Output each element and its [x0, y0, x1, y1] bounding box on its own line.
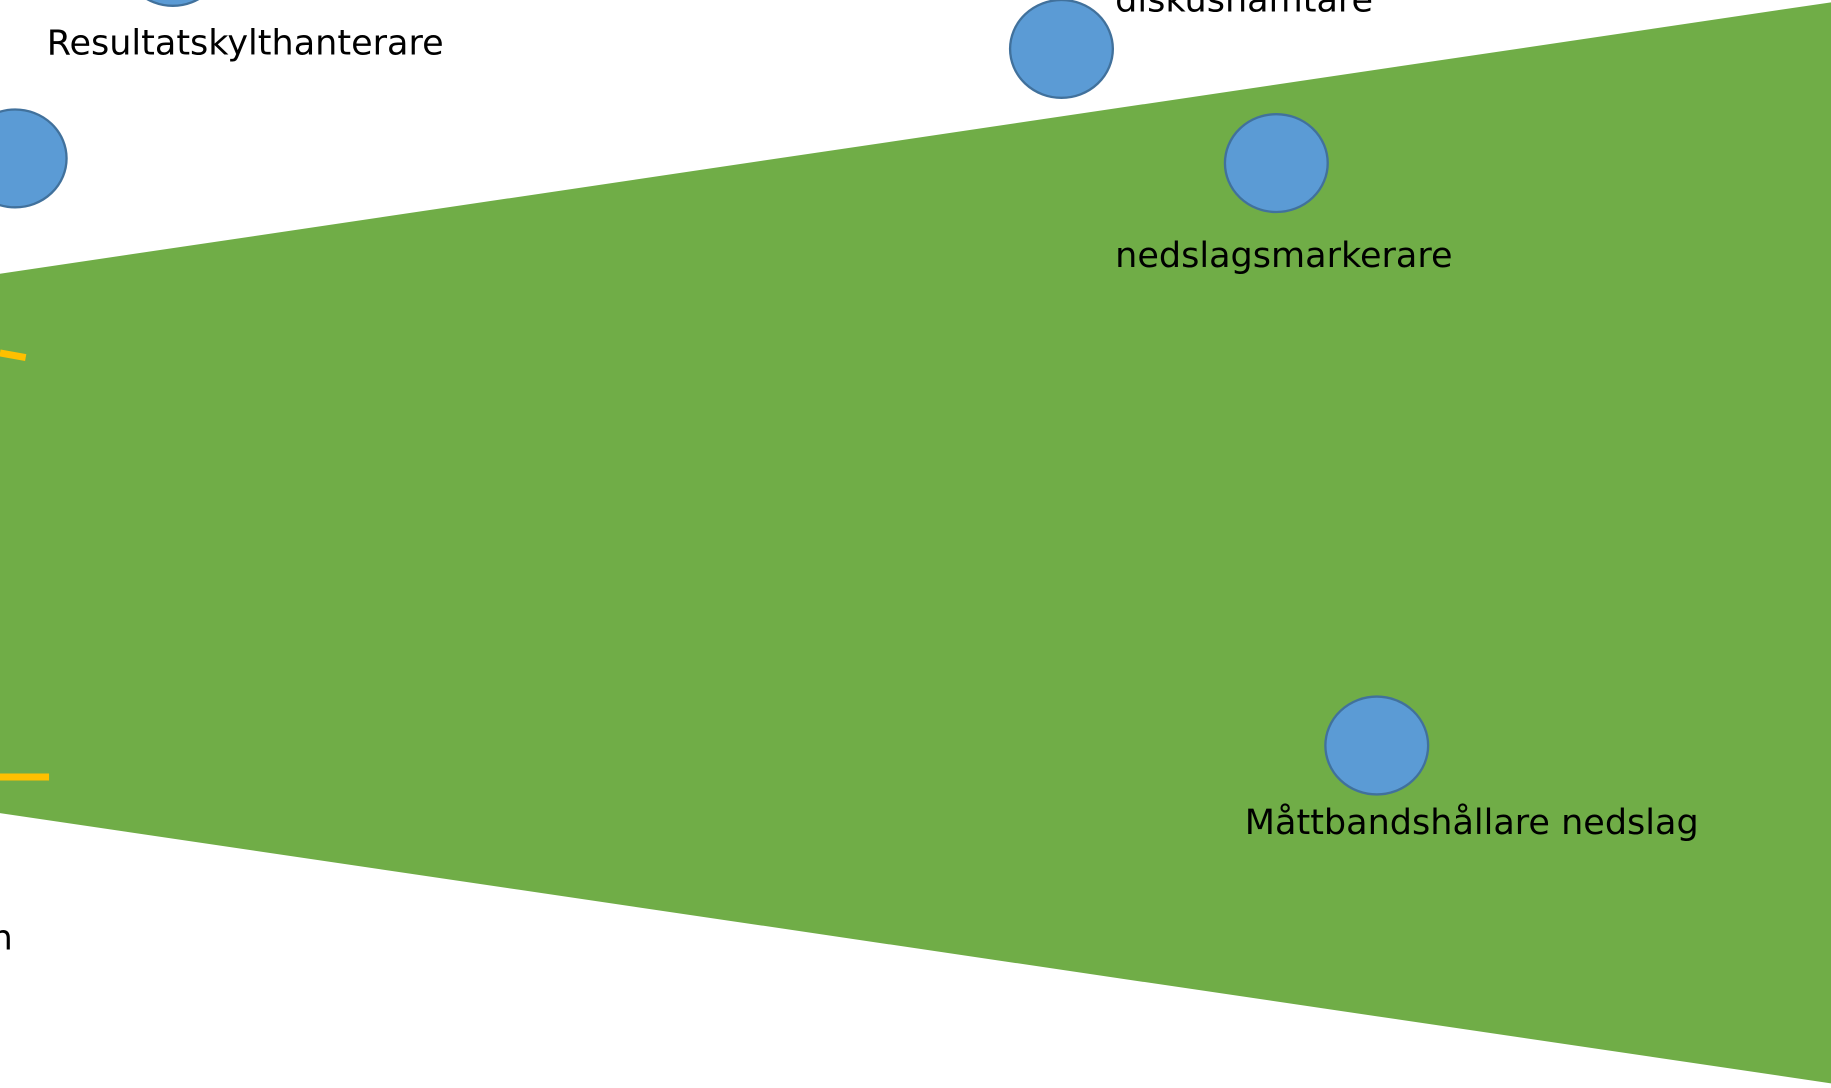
person-circle	[1008, 0, 1114, 100]
role-label: Resultatskylthanterare	[47, 24, 444, 64]
person-circle	[1223, 112, 1329, 214]
person-circle	[0, 108, 68, 209]
person-circle	[146, 0, 200, 7]
role-label: nedslagsmarkerare	[1115, 236, 1452, 276]
sector-line-marker	[0, 349, 27, 362]
role-label: Måttbandshållare nedslag	[1245, 802, 1699, 843]
role-label: diskushämtare	[1115, 0, 1373, 21]
role-label: n	[0, 918, 13, 958]
person-circle	[1324, 695, 1430, 796]
